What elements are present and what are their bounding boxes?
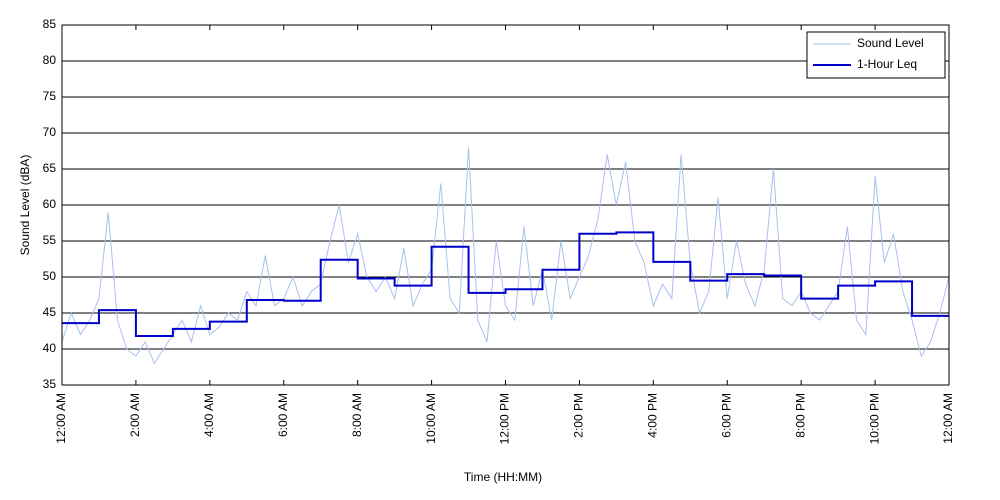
x-tick-label: 8:00 PM	[793, 393, 807, 438]
y-tick-label: 35	[43, 377, 57, 391]
x-tick-label: 6:00 AM	[276, 393, 290, 437]
x-tick-label: 12:00 PM	[498, 393, 512, 444]
x-axis-label: Time (HH:MM)	[464, 470, 542, 484]
y-tick-label: 50	[43, 269, 57, 283]
x-tick-label: 10:00 AM	[424, 393, 438, 444]
x-tick-label: 4:00 AM	[202, 393, 216, 437]
plot-frame	[61, 24, 950, 386]
y-tick-label: 45	[43, 305, 57, 319]
legend-box	[806, 31, 946, 79]
legend-label: Sound Level	[857, 36, 924, 50]
y-tick-label: 55	[43, 233, 57, 247]
legend-label: 1-Hour Leq	[857, 57, 917, 71]
x-tick-label: 4:00 PM	[646, 393, 660, 438]
y-tick-label: 65	[43, 161, 57, 175]
y-tick-label: 85	[43, 17, 57, 31]
x-tick-label: 10:00 PM	[867, 393, 881, 444]
y-tick-label: 60	[43, 197, 57, 211]
y-tick-label: 80	[43, 53, 57, 67]
x-tick-label: 2:00 AM	[128, 393, 142, 437]
x-tick-label: 8:00 AM	[350, 393, 364, 437]
x-tick-label: 2:00 PM	[572, 393, 586, 438]
x-tick-label: 6:00 PM	[719, 393, 733, 438]
y-tick-label: 75	[43, 89, 57, 103]
y-tick-label: 40	[43, 341, 57, 355]
x-tick-label: 12:00 AM	[941, 393, 955, 444]
y-axis-label: Sound Level (dBA)	[18, 155, 32, 256]
x-tick-label: 12:00 AM	[54, 393, 68, 444]
series-line	[62, 231, 949, 338]
y-tick-label: 70	[43, 125, 57, 139]
